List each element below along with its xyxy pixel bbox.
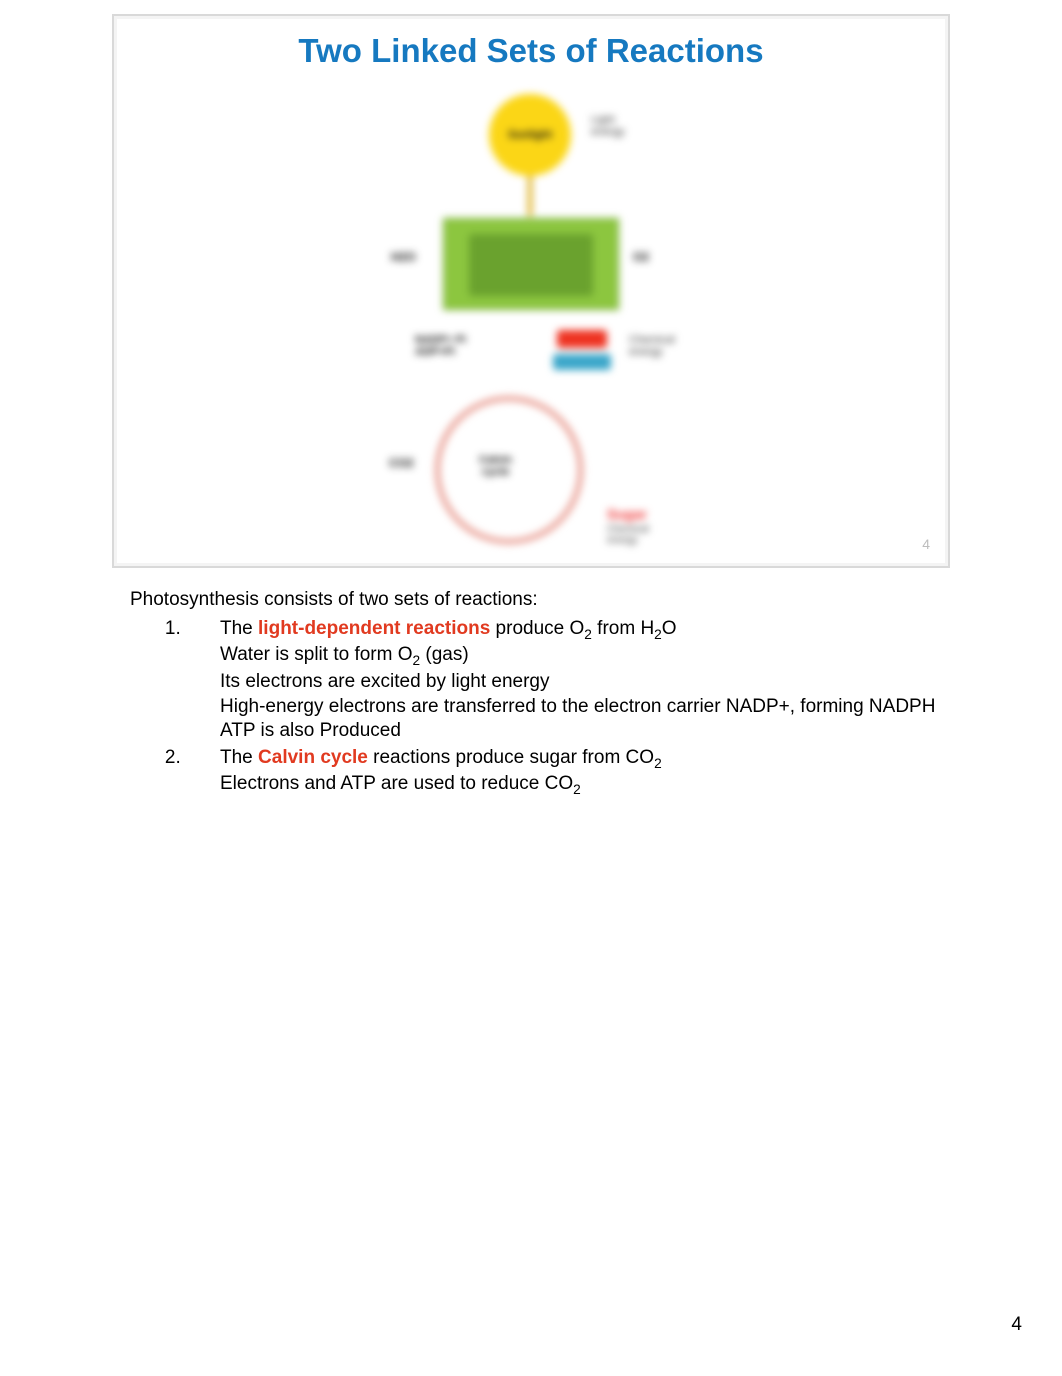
n2-s1a: Electrons and ATP are used to reduce CO bbox=[220, 773, 573, 794]
calvin-cycle-label: Calvin cycle bbox=[479, 454, 512, 478]
n2-lead-a: The bbox=[220, 747, 258, 768]
sugar-cap-l1: Chemical bbox=[607, 524, 649, 535]
n1-lead-a: The bbox=[220, 618, 258, 639]
carriers-left-l2: ADP+Pi bbox=[415, 346, 455, 358]
sugar-cap-l2: energy bbox=[607, 535, 638, 546]
n1-sub2: 2 bbox=[654, 626, 662, 641]
note-item-1: The light-dependent reactions produce O2… bbox=[186, 617, 950, 744]
page-footer-number: 4 bbox=[1011, 1314, 1022, 1336]
light-reactions-inner bbox=[469, 234, 593, 296]
h2o-label: H2O bbox=[391, 250, 416, 264]
nadph-box bbox=[553, 354, 611, 370]
n1-s1a: Water is split to form O bbox=[220, 644, 413, 665]
o2-label: O2 bbox=[633, 250, 649, 264]
sun-node: Sunlight bbox=[489, 94, 571, 176]
carriers-left: NADP+ Pi ADP+Pi bbox=[415, 334, 466, 358]
carriers-right-l2: energy bbox=[629, 346, 663, 358]
sun-stem-edge bbox=[528, 176, 532, 216]
sun-caption-l2: energy bbox=[591, 126, 625, 138]
n1-sub-line4: ATP is also Produced bbox=[220, 719, 950, 744]
n1-lead-c: from H bbox=[592, 618, 654, 639]
note-item-2: The Calvin cycle reactions produce sugar… bbox=[186, 746, 950, 799]
sun-caption-l1: Light bbox=[591, 114, 615, 126]
n1-sub-line3: High-energy electrons are transferred to… bbox=[220, 695, 950, 720]
slide-frame: Two Linked Sets of Reactions Sunlight Li… bbox=[112, 14, 950, 568]
n1-sub-line2: Its electrons are excited by light energ… bbox=[220, 670, 950, 695]
carriers-left-l1: NADP+ Pi bbox=[415, 334, 466, 346]
carriers-row: NADP+ Pi ADP+Pi Chemical energy bbox=[415, 330, 675, 380]
n1-s1s: 2 bbox=[413, 653, 421, 668]
slide-page-number: 4 bbox=[922, 536, 930, 552]
n1-lead-d: O bbox=[662, 618, 677, 639]
sun-caption: Light energy bbox=[591, 114, 625, 138]
sun-label: Sunlight bbox=[508, 129, 552, 141]
calvin-l2: cycle bbox=[482, 466, 510, 478]
n1-sub-line1: Water is split to form O2 (gas) bbox=[220, 643, 950, 670]
n2-lead-b: reactions produce sugar from CO bbox=[368, 747, 654, 768]
n2-s1s: 2 bbox=[573, 782, 581, 797]
notes-intro: Photosynthesis consists of two sets of r… bbox=[130, 589, 538, 610]
carriers-right-l1: Chemical bbox=[629, 334, 675, 346]
slide-title: Two Linked Sets of Reactions bbox=[134, 32, 928, 70]
n1-keyword: light-dependent reactions bbox=[258, 618, 490, 639]
n1-sub1: 2 bbox=[584, 626, 592, 641]
sugar-caption: Chemical energy bbox=[607, 524, 649, 546]
calvin-l1: Calvin bbox=[479, 454, 512, 466]
atp-box bbox=[557, 330, 607, 348]
carriers-right: Chemical energy bbox=[629, 334, 675, 358]
notes-block: Photosynthesis consists of two sets of r… bbox=[130, 588, 950, 801]
n1-lead-b: produce O bbox=[490, 618, 584, 639]
sugar-label: Sugar bbox=[607, 506, 647, 522]
diagram-blurred: Sunlight Light energy H2O O2 NADP+ Pi AD… bbox=[311, 86, 751, 556]
n2-sub-line1: Electrons and ATP are used to reduce CO2 bbox=[220, 772, 950, 799]
co2-label: CO2 bbox=[389, 456, 414, 470]
n1-s1b: (gas) bbox=[420, 644, 469, 665]
n2-keyword: Calvin cycle bbox=[258, 747, 368, 768]
n2-sub1: 2 bbox=[654, 756, 662, 771]
